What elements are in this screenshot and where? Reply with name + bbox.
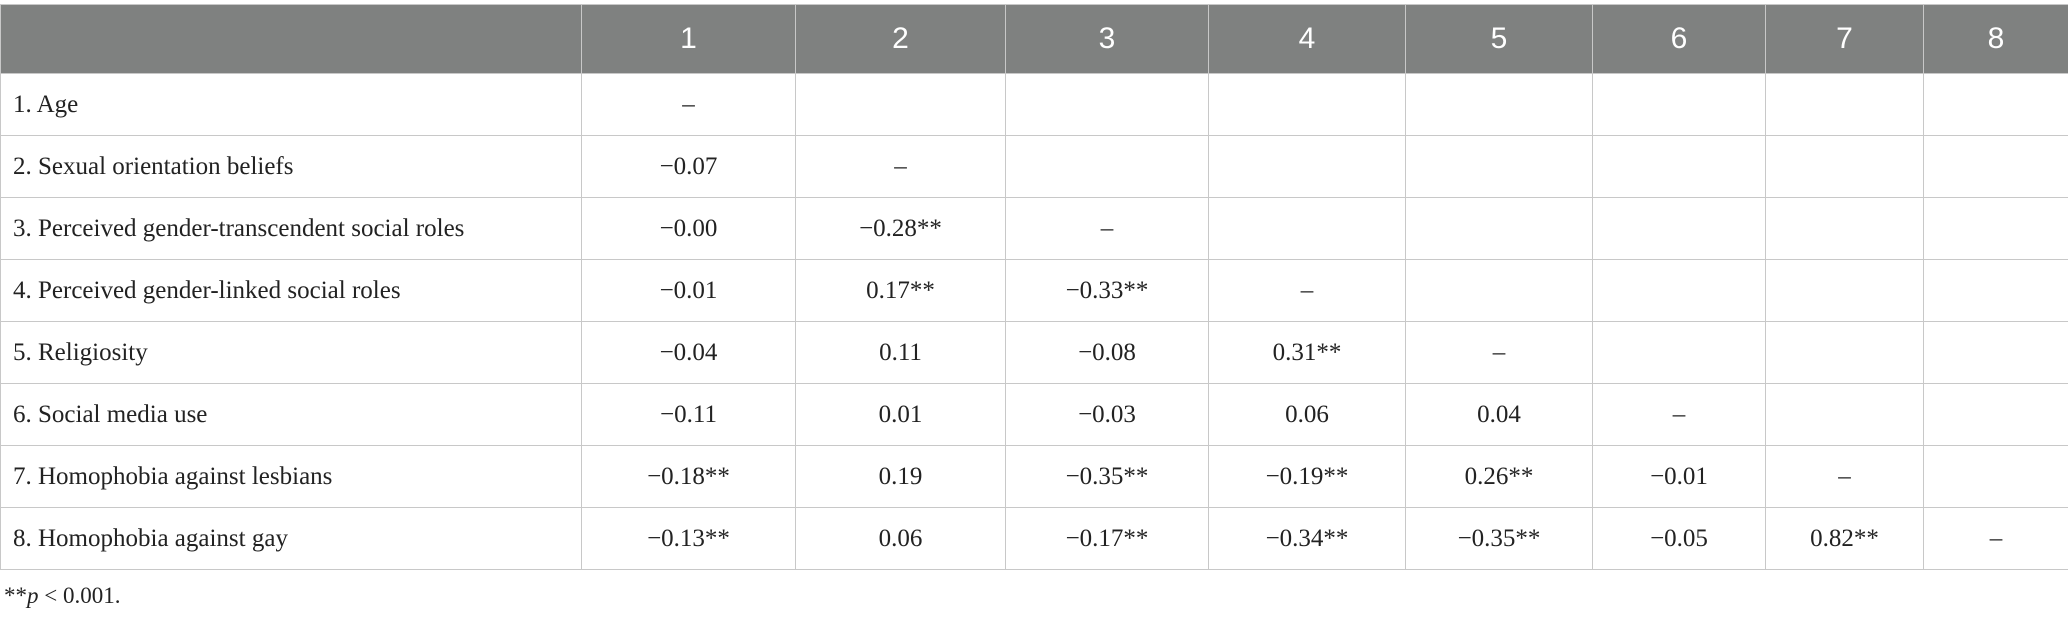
column-header: 3: [1005, 4, 1209, 74]
correlation-cell: −0.07: [581, 135, 796, 198]
table-row: 1. Age –: [0, 73, 2068, 136]
column-header: 1: [581, 4, 796, 74]
correlation-cell: 0.06: [1208, 383, 1406, 446]
empty-cell: [1923, 259, 2068, 322]
empty-cell: [1923, 445, 2068, 508]
empty-cell: [1405, 197, 1593, 260]
empty-cell: [1765, 383, 1924, 446]
empty-cell: [795, 73, 1006, 136]
empty-cell: [1592, 135, 1766, 198]
correlation-cell: −0.13**: [581, 507, 796, 570]
empty-cell: [1923, 197, 2068, 260]
correlation-cell: –: [1405, 321, 1593, 384]
row-label: 7. Homophobia against lesbians: [0, 445, 582, 508]
empty-cell: [1923, 73, 2068, 136]
table-row: 7. Homophobia against lesbians −0.18** 0.1…: [0, 445, 2068, 508]
column-header: 5: [1405, 4, 1593, 74]
column-header: 7: [1765, 4, 1924, 74]
correlation-cell: –: [1005, 197, 1209, 260]
empty-cell: [1923, 321, 2068, 384]
row-label: 1. Age: [0, 73, 582, 136]
correlation-cell: –: [795, 135, 1006, 198]
correlation-cell: –: [1208, 259, 1406, 322]
correlation-cell: −0.01: [581, 259, 796, 322]
correlation-cell: −0.03: [1005, 383, 1209, 446]
footnote-stars: **: [4, 583, 27, 608]
column-header: 8: [1923, 4, 2068, 74]
correlation-cell: −0.01: [1592, 445, 1766, 508]
empty-cell: [1592, 259, 1766, 322]
correlation-cell: 0.31**: [1208, 321, 1406, 384]
correlation-cell: −0.33**: [1005, 259, 1209, 322]
footnote: **p < 0.001.: [4, 583, 120, 609]
column-header: 2: [795, 4, 1006, 74]
table-row: 3. Perceived gender-transcendent social …: [0, 197, 2068, 260]
row-label: 3. Perceived gender-transcendent social …: [0, 197, 582, 260]
empty-cell: [1765, 73, 1924, 136]
empty-cell: [1592, 73, 1766, 136]
correlation-cell: −0.04: [581, 321, 796, 384]
header-cell: [0, 4, 582, 74]
row-label: 5. Religiosity: [0, 321, 582, 384]
correlation-cell: −0.17**: [1005, 507, 1209, 570]
correlation-cell: 0.19: [795, 445, 1006, 508]
correlation-cell: −0.11: [581, 383, 796, 446]
empty-cell: [1208, 197, 1406, 260]
column-header: 4: [1208, 4, 1406, 74]
column-header: 6: [1592, 4, 1766, 74]
table-row: 6. Social media use −0.11 0.01 −0.03 0.06 0.0…: [0, 383, 2068, 446]
footnote-text: < 0.001.: [38, 583, 121, 608]
row-label: 6. Social media use: [0, 383, 582, 446]
empty-cell: [1405, 135, 1593, 198]
empty-cell: [1208, 73, 1406, 136]
empty-cell: [1923, 135, 2068, 198]
empty-cell: [1005, 135, 1209, 198]
correlation-cell: 0.17**: [795, 259, 1006, 322]
empty-cell: [1208, 135, 1406, 198]
empty-cell: [1592, 321, 1766, 384]
correlation-cell: −0.35**: [1005, 445, 1209, 508]
empty-cell: [1765, 197, 1924, 260]
correlation-cell: −0.19**: [1208, 445, 1406, 508]
correlation-cell: −0.34**: [1208, 507, 1406, 570]
row-label: 4. Perceived gender-linked social roles: [0, 259, 582, 322]
correlation-cell: 0.26**: [1405, 445, 1593, 508]
correlation-cell: –: [1592, 383, 1766, 446]
empty-cell: [1765, 259, 1924, 322]
table-body: 1. Age –2. Sexual orientation beliefs −0.0…: [0, 73, 2068, 570]
correlation-cell: –: [1923, 507, 2068, 570]
empty-cell: [1405, 73, 1593, 136]
table-row: 4. Perceived gender-linked social roles −…: [0, 259, 2068, 322]
correlation-cell: –: [1765, 445, 1924, 508]
correlation-cell: –: [581, 73, 796, 136]
empty-cell: [1405, 259, 1593, 322]
empty-cell: [1765, 321, 1924, 384]
correlation-cell: 0.06: [795, 507, 1006, 570]
correlation-cell: −0.35**: [1405, 507, 1593, 570]
correlation-cell: 0.82**: [1765, 507, 1924, 570]
empty-cell: [1923, 383, 2068, 446]
empty-cell: [1592, 197, 1766, 260]
correlation-cell: −0.08: [1005, 321, 1209, 384]
empty-cell: [1765, 135, 1924, 198]
correlation-cell: 0.04: [1405, 383, 1593, 446]
footnote-p: p: [27, 583, 39, 608]
correlation-cell: −0.18**: [581, 445, 796, 508]
empty-cell: [1005, 73, 1209, 136]
table-row: 5. Religiosity −0.04 0.11 −0.08 0.31** –: [0, 321, 2068, 384]
correlation-cell: 0.11: [795, 321, 1006, 384]
row-label: 8. Homophobia against gay: [0, 507, 582, 570]
row-label: 2. Sexual orientation beliefs: [0, 135, 582, 198]
table-row: 2. Sexual orientation beliefs −0.07–: [0, 135, 2068, 198]
correlation-cell: 0.01: [795, 383, 1006, 446]
correlation-cell: −0.28**: [795, 197, 1006, 260]
correlation-cell: −0.00: [581, 197, 796, 260]
table-row: 8. Homophobia against gay −0.13** 0.06 −0.1…: [0, 507, 2068, 570]
correlation-cell: −0.05: [1592, 507, 1766, 570]
